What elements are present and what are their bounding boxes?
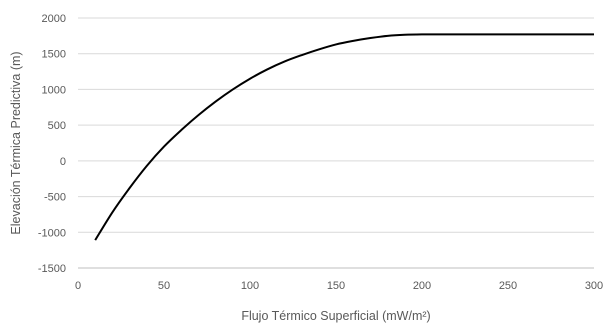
y-tick-label: -500	[44, 192, 66, 204]
x-tick-label: 150	[327, 280, 345, 292]
y-tick-label: 1500	[42, 49, 66, 61]
x-tick-label: 0	[75, 280, 81, 292]
y-tick-label: -1000	[38, 227, 66, 239]
x-tick-label: 50	[158, 280, 170, 292]
y-axis-tick-labels: 2000 1500 1000 500 0 -500 -1000 -1500	[38, 13, 66, 275]
y-tick-label: 2000	[42, 13, 66, 25]
y-tick-label: 0	[60, 156, 66, 168]
y-axis-title: Elevación Térmica Predictiva (m)	[9, 51, 23, 234]
series-line	[94, 33, 594, 241]
x-tick-label: 200	[413, 280, 431, 292]
x-axis-tick-labels: 0 50 100 150 200 250 300	[75, 280, 603, 292]
x-tick-label: 250	[499, 280, 517, 292]
x-tick-label: 100	[241, 280, 259, 292]
y-tick-label: -1500	[38, 263, 66, 275]
x-axis-title: Flujo Térmico Superficial (mW/m²)	[241, 309, 430, 323]
y-tick-label: 1000	[42, 84, 66, 96]
y-tick-label: 500	[48, 120, 66, 132]
x-tick-label: 300	[585, 280, 603, 292]
gridlines	[78, 17, 594, 269]
